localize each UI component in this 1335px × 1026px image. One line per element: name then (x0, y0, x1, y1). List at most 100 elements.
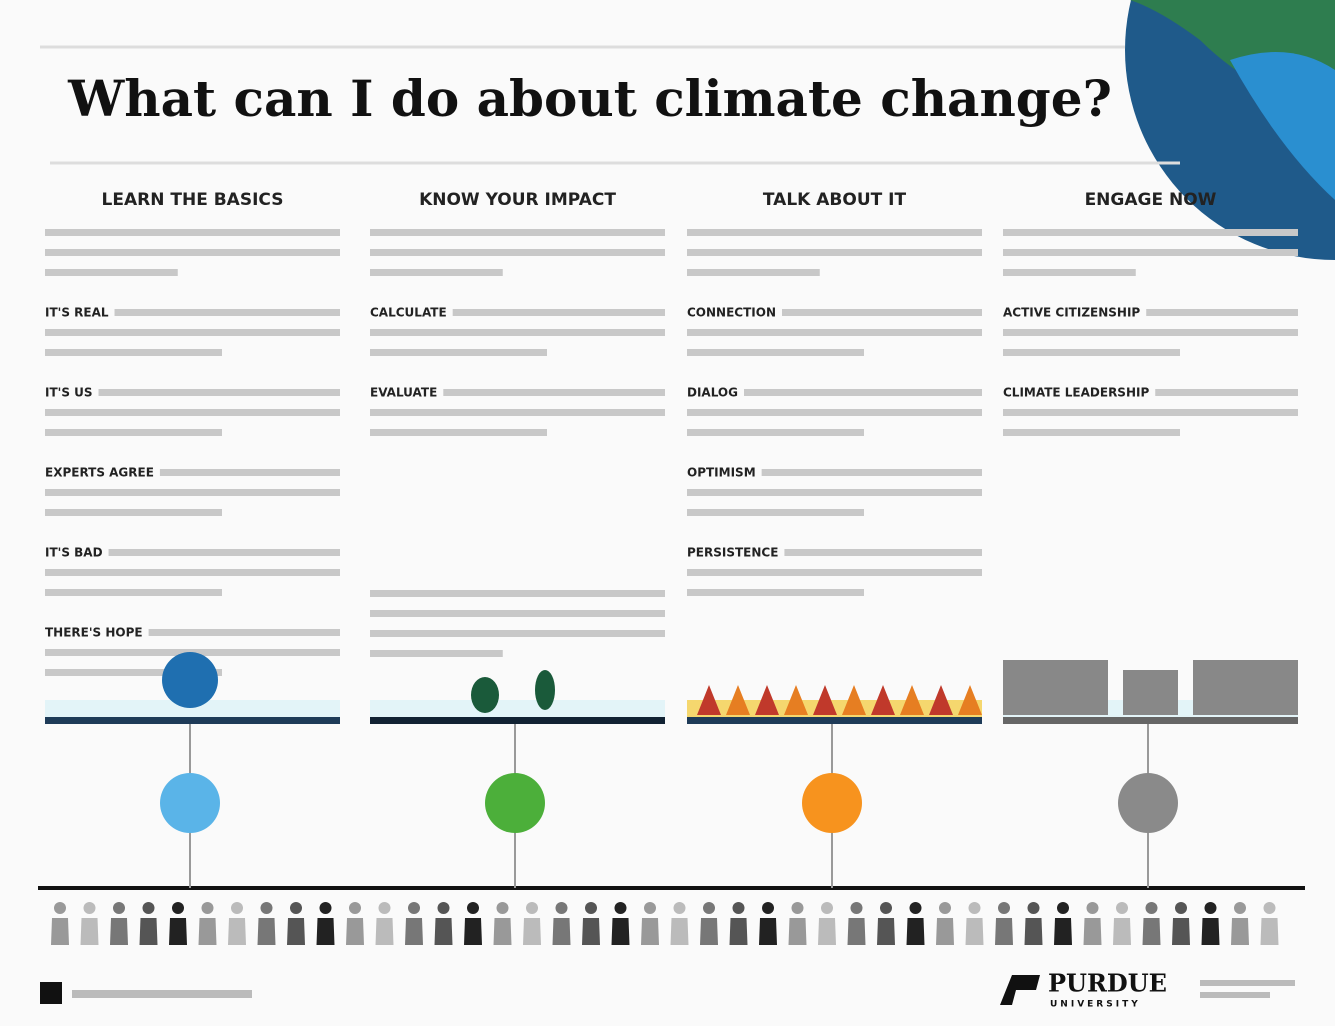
person-body (346, 918, 364, 945)
person-head (349, 902, 361, 914)
purdue-mark (1000, 975, 1040, 1005)
text-placeholder (370, 429, 547, 436)
column-dot (160, 773, 220, 833)
text-placeholder (782, 309, 982, 316)
column-dot (1118, 773, 1178, 833)
column-bar (370, 717, 665, 724)
person-head (172, 902, 184, 914)
footer-text-placeholder (72, 990, 252, 998)
text-placeholder (687, 569, 982, 576)
person-body (169, 918, 187, 945)
text-placeholder (114, 309, 340, 316)
footer-logo-sub: UNIVERSITY (1050, 1000, 1141, 1010)
person-body (523, 918, 541, 945)
text-placeholder (743, 389, 982, 396)
person-head (260, 902, 273, 914)
person-head (850, 902, 863, 914)
text-placeholder (1003, 329, 1298, 336)
person-body (434, 918, 453, 945)
text-placeholder (370, 409, 665, 416)
footer-icon (40, 982, 62, 1004)
column-dot (802, 773, 862, 833)
text-placeholder (370, 630, 665, 637)
person-head (1234, 902, 1246, 914)
item-label: IT'S BAD (45, 546, 103, 560)
person-body (51, 918, 69, 945)
person-body (1142, 918, 1161, 945)
text-placeholder (687, 349, 864, 356)
person-body (847, 918, 866, 945)
person-body (729, 918, 748, 945)
person-body (110, 918, 128, 945)
tree-icon (755, 685, 779, 715)
person-body (700, 918, 718, 945)
text-placeholder (687, 509, 864, 516)
item-label: DIALOG (687, 386, 738, 400)
person-head (791, 902, 804, 914)
person-body (552, 918, 571, 945)
icon-band (45, 700, 340, 720)
item-label: IT'S REAL (45, 306, 109, 320)
person-head (732, 902, 745, 914)
item-label: CONNECTION (687, 306, 776, 320)
person-head (1027, 902, 1040, 914)
icon-band (370, 700, 665, 720)
person-body (936, 918, 954, 945)
person-body (641, 918, 659, 945)
text-placeholder (370, 590, 665, 597)
footer-text-placeholder (1200, 992, 1270, 998)
tree-icon (929, 685, 953, 715)
person-head (231, 902, 243, 914)
column-dot (485, 773, 545, 833)
text-placeholder (1003, 229, 1298, 236)
item-label: OPTIMISM (687, 466, 756, 480)
text-placeholder (45, 569, 340, 576)
person-head (290, 902, 302, 914)
person-head (83, 902, 96, 914)
person-body (1231, 918, 1249, 945)
tree-icon (697, 685, 721, 715)
person-body (257, 918, 276, 945)
person-body (464, 918, 482, 945)
text-placeholder (45, 429, 222, 436)
tree-icon (958, 685, 982, 715)
person-head (1145, 902, 1158, 914)
columns: LEARN THE BASICS IT'S REAL IT'S US EXPERTS … (45, 190, 1298, 888)
person-head (1116, 902, 1128, 914)
person-head (408, 902, 420, 914)
tree-icon (842, 685, 866, 715)
text-placeholder (45, 669, 222, 676)
person-head (437, 902, 450, 914)
item-label: CALCULATE (370, 306, 447, 320)
text-placeholder (687, 269, 820, 276)
text-placeholder (370, 329, 665, 336)
text-placeholder (1003, 429, 1180, 436)
column-heading: ENGAGE NOW (1085, 190, 1217, 210)
text-placeholder (443, 389, 665, 396)
column-heading: TALK ABOUT IT (763, 190, 907, 210)
text-placeholder (108, 549, 340, 556)
building-icon (1123, 670, 1178, 715)
text-placeholder (687, 229, 982, 236)
building-icon (1193, 660, 1298, 715)
person-body (1083, 918, 1102, 945)
person-body (1172, 918, 1190, 945)
text-placeholder (370, 249, 665, 256)
person-body (670, 918, 689, 945)
text-placeholder (370, 650, 503, 657)
text-placeholder (45, 589, 222, 596)
text-placeholder (687, 589, 864, 596)
person-body (375, 918, 394, 945)
text-placeholder (784, 549, 982, 556)
people-row (51, 902, 1279, 945)
person-body (493, 918, 512, 945)
person-body (818, 918, 836, 945)
person-body (1024, 918, 1043, 945)
person-head (1175, 902, 1187, 914)
column-heading: LEARN THE BASICS (102, 190, 284, 210)
text-placeholder (452, 309, 665, 316)
text-placeholder (370, 610, 665, 617)
item-label: THERE'S HOPE (45, 626, 143, 640)
person-head (526, 902, 538, 914)
